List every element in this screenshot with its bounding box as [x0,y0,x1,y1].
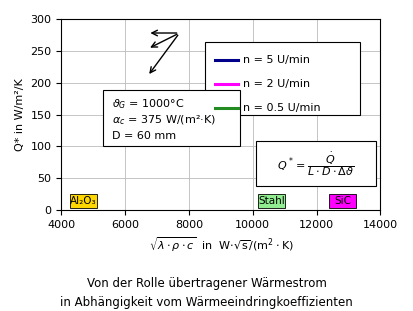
Bar [329,194,356,208]
X-axis label: $\sqrt{\lambda \cdot \rho \cdot c}$  in  W$\cdot\sqrt{\mathrm{s}}$/(m$^2\cdot$K): $\sqrt{\lambda \cdot \rho \cdot c}$ in W… [149,235,293,254]
Text: Al₂O₃: Al₂O₃ [70,196,96,206]
Bar [258,194,285,208]
FancyBboxPatch shape [103,90,240,146]
Text: n = 0.5 U/min: n = 0.5 U/min [243,103,321,113]
Text: n = 5 U/min: n = 5 U/min [243,55,310,65]
Text: D = 60 mm: D = 60 mm [112,132,177,142]
Text: $\alpha_c$ = 375 W/(m²·K): $\alpha_c$ = 375 W/(m²·K) [112,114,216,127]
Text: Stahl: Stahl [258,196,285,206]
Y-axis label: Q* in W/m²/K: Q* in W/m²/K [15,78,25,151]
Bar [69,194,97,208]
FancyBboxPatch shape [256,141,376,186]
Text: Von der Rolle übertragener Wärmestrom
in Abhängigkeit vom Wärmeeindringkoeffizie: Von der Rolle übertragener Wärmestrom in… [60,277,353,309]
Text: n = 2 U/min: n = 2 U/min [243,79,311,89]
Text: SiC: SiC [334,196,351,206]
Text: $\vartheta_G$ = 1000°C: $\vartheta_G$ = 1000°C [112,97,185,111]
FancyBboxPatch shape [205,42,360,115]
Text: $Q^* = \dfrac{\dot{Q}}{L \cdot D \cdot \Delta\vartheta}$: $Q^* = \dfrac{\dot{Q}}{L \cdot D \cdot \… [277,150,354,178]
